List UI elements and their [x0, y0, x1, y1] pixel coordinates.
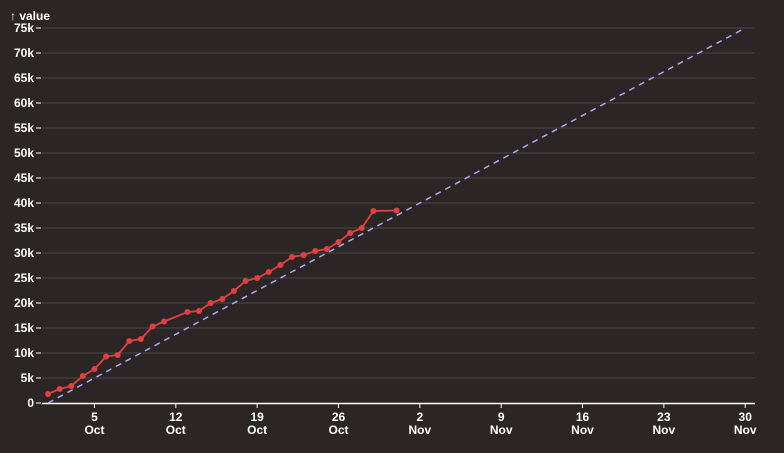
x-tick-month: Oct [247, 423, 267, 437]
data-point [242, 278, 249, 284]
value-line [47, 209, 397, 395]
x-tick-day: 19 [250, 410, 264, 424]
data-point [358, 225, 365, 231]
x-tick-day: 2 [416, 410, 423, 424]
y-axis-label: ↑ value [10, 9, 50, 23]
series-layer [45, 27, 746, 404]
data-point [230, 288, 237, 294]
y-tick-label: 45k [14, 171, 34, 185]
y-axis: 0 5k 10k 15k 20k 25k 30k 35k 40k 45k 50k 55k 60k 65k 7… [14, 21, 41, 410]
x-tick-month: Nov [734, 423, 757, 437]
y-tick-label: 35k [14, 221, 34, 235]
x-tick-day: 16 [576, 410, 590, 424]
x-tick-month: Oct [328, 423, 348, 437]
y-tick-label: 20k [14, 296, 34, 310]
y-tick-label: 10k [14, 346, 34, 360]
data-point [254, 275, 261, 281]
data-point [126, 338, 133, 344]
data-point [370, 208, 377, 214]
x-tick-month: Nov [490, 423, 513, 437]
data-point [56, 386, 63, 392]
x-tick-month: Oct [84, 423, 104, 437]
y-tick-label: 75k [14, 21, 34, 35]
data-point [196, 308, 203, 314]
y-tick-label: 50k [14, 146, 34, 160]
x-tick-day: 5 [91, 410, 98, 424]
data-point [79, 373, 86, 379]
data-point [103, 353, 110, 360]
x-axis: 5Oct12Oct19Oct26Oct2Nov9Nov16Nov23Nov30N… [42, 402, 757, 437]
data-point [207, 300, 214, 306]
gridlines [42, 27, 755, 379]
data-point [137, 336, 144, 342]
x-tick-month: Nov [653, 423, 676, 437]
data-point [114, 352, 121, 358]
y-tick-label: 0 [27, 396, 34, 410]
data-point [300, 252, 307, 258]
y-tick-label: 55k [14, 121, 34, 135]
x-tick-day: 30 [739, 410, 753, 424]
target-line [47, 27, 746, 404]
y-tick-label: 15k [14, 321, 34, 335]
x-tick-month: Nov [571, 423, 594, 437]
y-tick-label: 65k [14, 71, 34, 85]
data-point [161, 318, 168, 325]
y-tick-label: 25k [14, 271, 34, 285]
x-tick-month: Nov [409, 423, 432, 437]
x-tick-day: 23 [657, 410, 671, 424]
x-tick-month: Oct [166, 423, 186, 437]
data-point [323, 246, 330, 252]
y-tick-label: 70k [14, 46, 34, 60]
data-point [68, 383, 75, 389]
data-point [265, 269, 272, 275]
data-point [149, 323, 156, 330]
data-point [289, 254, 296, 260]
data-point [91, 366, 98, 372]
data-point [219, 296, 226, 302]
data-point [45, 391, 51, 397]
data-point [347, 230, 354, 236]
data-point [393, 207, 400, 214]
data-point [277, 262, 284, 268]
x-tick-day: 9 [498, 410, 505, 424]
y-tick-label: 30k [14, 246, 34, 260]
data-point [312, 248, 319, 254]
x-tick-day: 12 [169, 410, 183, 424]
x-tick-day: 26 [332, 410, 346, 424]
data-point [184, 309, 191, 315]
y-tick-label: 5k [21, 371, 35, 385]
y-tick-label: 40k [14, 196, 34, 210]
y-tick-label: 60k [14, 96, 34, 110]
data-point [335, 239, 342, 245]
